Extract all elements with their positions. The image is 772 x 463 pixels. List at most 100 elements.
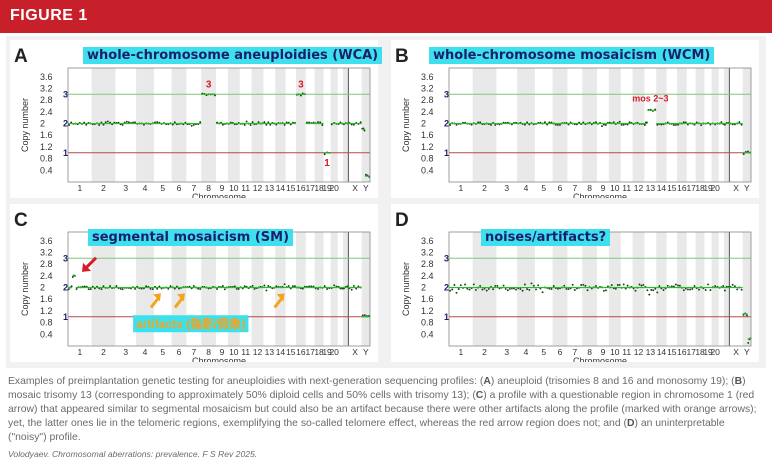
panel-d: 3.6 3.2 2.8 2.4 2 1.6 1.2 0.8 0.4 3 2 1 Copy number 1… (391, 204, 759, 366)
y-tick-label: 2.8 (40, 259, 53, 269)
x-tick-label: 7 (191, 347, 196, 357)
copy-number-point (89, 288, 92, 291)
copy-3-marker: 3 (63, 89, 68, 99)
copy-number-point (197, 287, 200, 290)
copy-number-point (109, 285, 111, 288)
copy-number-point (614, 287, 617, 290)
copy-3-marker: 3 (63, 253, 68, 263)
x-tick-label: 4 (143, 183, 148, 193)
copy-number-point (742, 153, 745, 156)
plot-border (448, 67, 752, 183)
copy-number-point (149, 287, 152, 290)
copy-number-point (731, 283, 734, 286)
y-tick-label: 1.6 (40, 130, 53, 140)
x-tick-label: 1 (458, 347, 463, 357)
copy-2-marker: 2 (444, 119, 449, 129)
x-tick-label: 16 (677, 347, 687, 357)
x-tick-label: 6 (558, 347, 563, 357)
panel-a: 3.6 3.2 2.8 2.4 2 1.6 1.2 0.8 0.4 3 2 1 Copy number 1… (10, 40, 383, 202)
copy-number-point (233, 285, 236, 288)
copy-number-point (508, 287, 511, 290)
copy-number-point (321, 124, 324, 126)
copy-number-point (620, 123, 623, 126)
panel-label-d: D (395, 210, 409, 231)
copy-number-point (691, 288, 694, 290)
copy-number-point (506, 289, 509, 292)
copy-number-point (308, 285, 311, 288)
copy-number-point (745, 314, 748, 317)
copy-number-point (317, 121, 319, 124)
copy-number-point (75, 288, 78, 290)
chromosome-band (608, 232, 621, 346)
copy-number-point (738, 121, 741, 124)
copy-number-point (346, 285, 349, 288)
copy-1-marker: 1 (444, 148, 449, 158)
copy-number-point (199, 121, 202, 124)
copy-number-point (221, 123, 224, 126)
x-tick-label: 15 (286, 347, 296, 357)
copy-number-point (682, 121, 685, 124)
copy-number-point (115, 285, 118, 287)
x-tick-label: 12 (634, 183, 644, 193)
x-tick-label: 11 (241, 183, 250, 193)
copy-number-point (308, 121, 311, 124)
copy-number-point (312, 285, 315, 288)
y-tick-label: 0.8 (40, 318, 53, 328)
x-tick-label: 17 (686, 183, 696, 193)
copy-number-point (477, 121, 480, 124)
copy-number-point (156, 121, 159, 124)
copy-number-point (455, 123, 458, 126)
x-tick-label: 5 (160, 183, 165, 193)
x-tick-label: 13 (646, 347, 656, 357)
copy-3-marker: 3 (444, 253, 449, 263)
x-tick-label: X (352, 183, 358, 193)
copy-number-point (121, 288, 124, 291)
copy-number-point (267, 285, 270, 287)
x-tick-label: 13 (265, 183, 275, 193)
copy-number-point (287, 284, 290, 287)
copy-number-point (582, 121, 585, 124)
copy-number-point (622, 283, 625, 286)
copy-number-point (530, 282, 533, 285)
x-tick-label: 18 (695, 183, 705, 193)
x-tick-label: 20 (329, 183, 339, 193)
copy-number-point (451, 288, 454, 291)
y-tick-label: 3.6 (40, 72, 53, 82)
copy-number-point (612, 121, 615, 124)
chromosome-band (676, 232, 687, 346)
chromosome-band (251, 68, 264, 182)
copy-number-point (221, 285, 224, 287)
panel-label-a: A (14, 46, 28, 67)
caption-ref-a: A (483, 376, 491, 387)
copy-number-point (249, 124, 252, 126)
copy-number-point (526, 121, 529, 124)
y-axis-label: Copy number (20, 98, 30, 152)
x-tick-label: 5 (541, 183, 546, 193)
y-tick-label: 3.2 (40, 247, 53, 257)
x-tick-label: 17 (305, 183, 315, 193)
x-tick-label: 9 (220, 347, 225, 357)
copy-number-point (251, 121, 254, 124)
x-tick-label: 17 (305, 347, 315, 357)
copy-number-point (216, 288, 218, 290)
copy-number-point (535, 288, 537, 291)
copy-number-point (190, 124, 193, 127)
trisomy-16-label: 3 (298, 79, 304, 90)
x-tick-label: 11 (622, 183, 631, 193)
mosaic-label: mos 2~3 (632, 93, 668, 103)
copy-number-point (720, 121, 723, 124)
panel-title-a: whole-chromosome aneuploidies (WCA) (83, 47, 383, 64)
copy-number-point (556, 287, 559, 290)
copy-number-point (628, 121, 631, 124)
x-tick-label: 3 (123, 183, 128, 193)
copy-number-point (714, 285, 717, 288)
copy-number-point (565, 287, 568, 290)
copy-number-point (134, 121, 137, 124)
chromosome-band (517, 232, 535, 346)
copy-number-point (548, 121, 551, 124)
x-tick-label: 18 (314, 183, 324, 193)
x-tick-label: X (733, 347, 739, 357)
copy-number-point (526, 288, 529, 291)
copy-number-point (523, 283, 526, 286)
